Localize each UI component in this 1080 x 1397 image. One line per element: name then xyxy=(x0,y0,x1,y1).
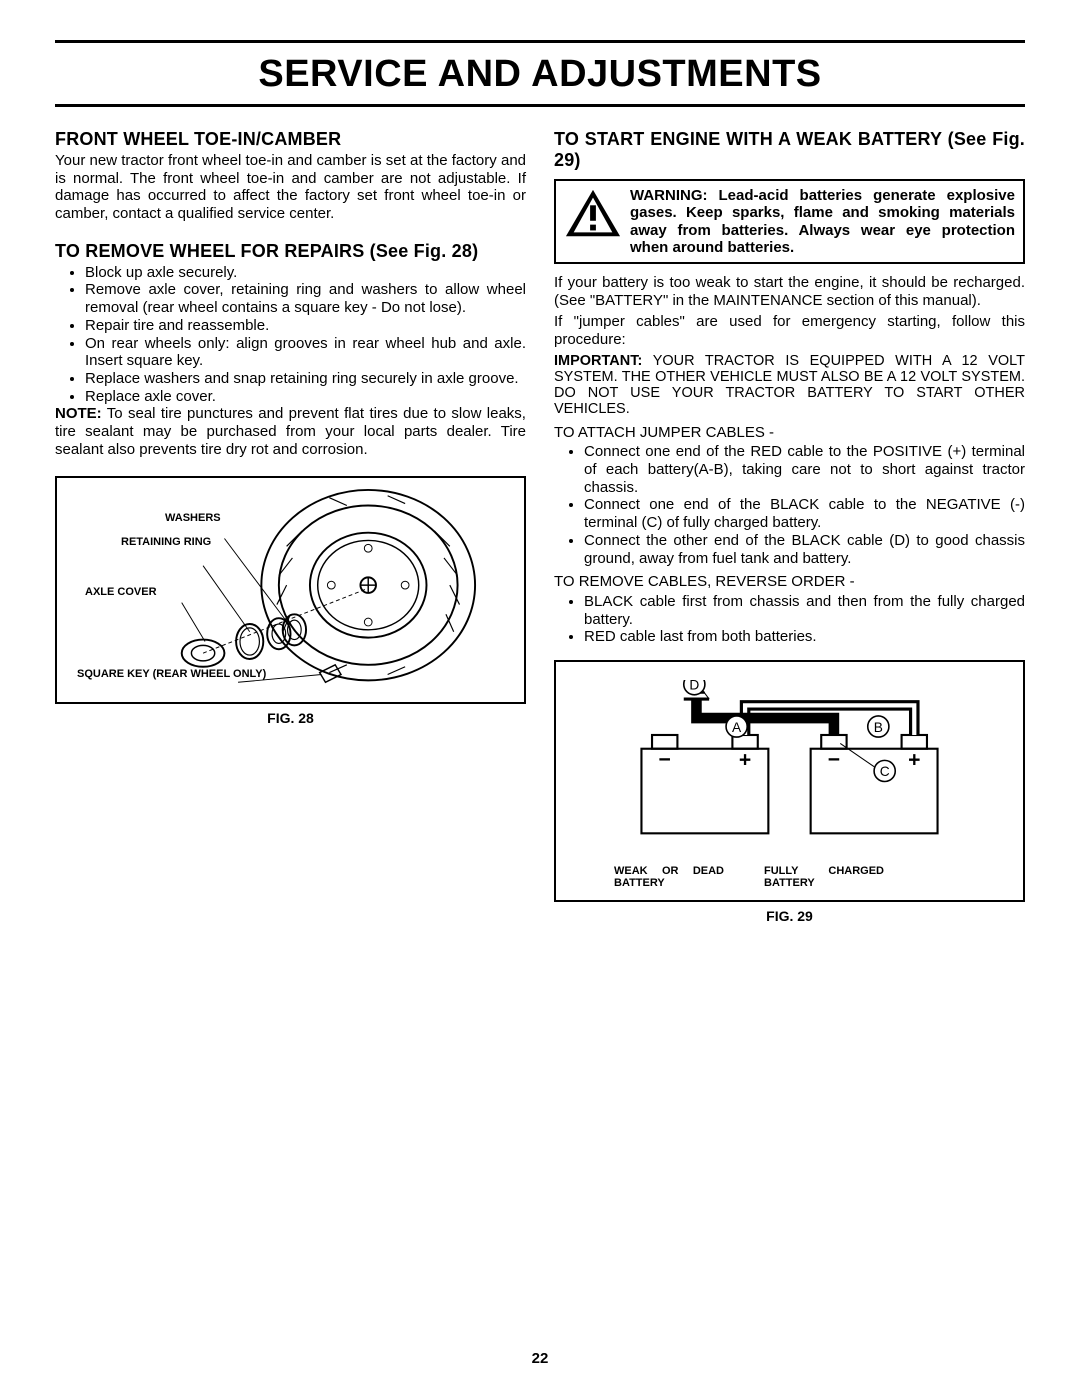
svg-text:B: B xyxy=(874,720,883,735)
section-start-engine: TO START ENGINE WITH A WEAK BATTERY (See… xyxy=(554,129,1025,171)
left-column: FRONT WHEEL TOE-IN/CAMBER Your new tract… xyxy=(55,129,526,924)
list-item: Remove axle cover, retaining ring and wa… xyxy=(85,281,526,316)
fig28-box: WASHERS RETAINING RING AXLE COVER SQUARE… xyxy=(55,476,526,704)
svg-text:D: D xyxy=(689,680,699,693)
svg-text:C: C xyxy=(880,764,890,779)
section-remove-wheel: TO REMOVE WHEEL FOR REPAIRS (See Fig. 28… xyxy=(55,241,526,459)
list-item: Connect the other end of the BLACK cable… xyxy=(584,532,1025,567)
list-item: Repair tire and reassemble. xyxy=(85,317,526,335)
fig29-label-full: FULLY CHARGED BATTERY xyxy=(764,865,884,890)
fig29-svg: − + − + A B xyxy=(578,680,1001,860)
top-rule xyxy=(55,40,1025,43)
heading-front-wheel: FRONT WHEEL TOE-IN/CAMBER xyxy=(55,129,526,150)
list-item: On rear wheels only: align grooves in re… xyxy=(85,335,526,370)
section-front-wheel: FRONT WHEEL TOE-IN/CAMBER Your new tract… xyxy=(55,129,526,223)
fig29-label-weak: WEAK OR DEAD BATTERY xyxy=(614,865,724,890)
fig29-labels-row: WEAK OR DEAD BATTERY FULLY CHARGED BATTE… xyxy=(578,865,1001,890)
content-columns: FRONT WHEEL TOE-IN/CAMBER Your new tract… xyxy=(55,129,1025,924)
fig28-label-retaining-ring: RETAINING RING xyxy=(121,536,211,548)
svg-text:−: − xyxy=(828,749,840,772)
battery-p1: If your battery is too weak to start the… xyxy=(554,274,1025,309)
list-item: Connect one end of the BLACK cable to th… xyxy=(584,496,1025,531)
svg-text:−: − xyxy=(659,749,671,772)
note-label: NOTE: xyxy=(55,405,102,422)
warning-text: WARNING: Lead-acid batteries generate ex… xyxy=(630,187,1015,256)
body-front-wheel: Your new tractor front wheel toe-in and … xyxy=(55,152,526,223)
page-title: SERVICE AND ADJUSTMENTS xyxy=(55,49,1025,104)
remove-list: BLACK cable first from chassis and then … xyxy=(554,593,1025,646)
warning-label: WARNING: xyxy=(630,187,708,204)
remove-heading: TO REMOVE CABLES, REVERSE ORDER - xyxy=(554,573,1025,591)
fig28-label-axle-cover: AXLE COVER xyxy=(85,586,157,598)
fig28-label-square-key: SQUARE KEY (REAR WHEEL ONLY) xyxy=(77,668,266,680)
list-item: Connect one end of the RED cable to the … xyxy=(584,443,1025,496)
fig29-box: − + − + A B xyxy=(554,660,1025,902)
note-text: To seal tire punctures and prevent flat … xyxy=(55,405,526,457)
heading-remove-wheel: TO REMOVE WHEEL FOR REPAIRS (See Fig. 28… xyxy=(55,241,526,262)
attach-heading: TO ATTACH JUMPER CABLES - xyxy=(554,424,1025,442)
heading-start-engine: TO START ENGINE WITH A WEAK BATTERY (See… xyxy=(554,129,1025,171)
list-item: Replace axle cover. xyxy=(85,388,526,406)
remove-wheel-list: Block up axle securely. Remove axle cove… xyxy=(55,264,526,406)
list-item: BLACK cable first from chassis and then … xyxy=(584,593,1025,628)
battery-p2: If "jumper cables" are used for emergenc… xyxy=(554,313,1025,348)
important-note: IMPORTANT: YOUR TRACTOR IS EQUIPPED WITH… xyxy=(554,353,1025,418)
list-item: Replace washers and snap retaining ring … xyxy=(85,370,526,388)
svg-text:+: + xyxy=(739,749,751,772)
warning-icon xyxy=(564,187,622,256)
fig29-caption: FIG. 29 xyxy=(554,908,1025,924)
note-remove-wheel: NOTE: To seal tire punctures and prevent… xyxy=(55,405,526,458)
list-item: Block up axle securely. xyxy=(85,264,526,282)
bottom-rule xyxy=(55,104,1025,107)
fig28-label-washers: WASHERS xyxy=(165,512,221,524)
attach-list: Connect one end of the RED cable to the … xyxy=(554,443,1025,567)
right-column: TO START ENGINE WITH A WEAK BATTERY (See… xyxy=(554,129,1025,924)
svg-text:+: + xyxy=(908,749,920,772)
page-number: 22 xyxy=(0,1350,1080,1367)
list-item: RED cable last from both batteries. xyxy=(584,628,1025,646)
fig28-caption: FIG. 28 xyxy=(55,710,526,726)
warning-box: WARNING: Lead-acid batteries generate ex… xyxy=(554,179,1025,264)
svg-text:A: A xyxy=(732,720,742,735)
important-label: IMPORTANT: xyxy=(554,353,642,369)
